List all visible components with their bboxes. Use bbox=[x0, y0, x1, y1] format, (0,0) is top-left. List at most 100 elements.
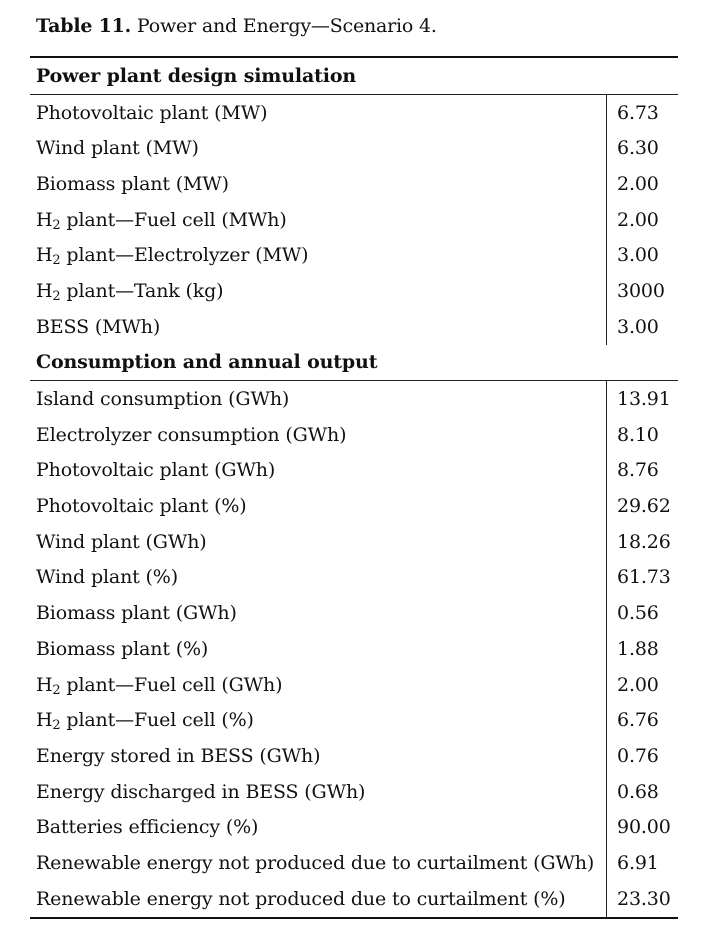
row-label-suffix: plant—Tank (kg) bbox=[60, 279, 224, 302]
row-value: 3000 bbox=[606, 273, 678, 309]
row-label: Energy discharged in BESS (GWh) bbox=[30, 774, 607, 810]
table-row: Renewable energy not produced due to cur… bbox=[30, 880, 678, 919]
row-label: Wind plant (GWh) bbox=[30, 524, 607, 560]
row-label-text: H bbox=[36, 208, 53, 231]
row-label-text: BESS (MWh) bbox=[36, 315, 161, 338]
table-row: Biomass plant (GWh) 0.56 bbox=[30, 595, 678, 631]
row-label-suffix: plant—Fuel cell (MWh) bbox=[60, 208, 287, 231]
row-value: 6.73 bbox=[606, 94, 678, 131]
row-value: 3.00 bbox=[606, 308, 678, 345]
table-row: H2 plant—Fuel cell (MWh) 2.00 bbox=[30, 201, 678, 238]
row-value: 6.91 bbox=[606, 845, 678, 881]
section-heading: Power plant design simulation bbox=[30, 55, 607, 95]
row-label-suffix: plant—Electrolyzer (MW) bbox=[60, 244, 309, 267]
row-label: Biomass plant (GWh) bbox=[30, 595, 607, 631]
table-row: Wind plant (GWh) 18.26 bbox=[30, 523, 678, 560]
row-label-subscript: 2 bbox=[52, 682, 61, 698]
table-row: H2 plant—Fuel cell (GWh) 2.00 bbox=[30, 666, 678, 703]
table-row: Wind plant (MW) 6.30 bbox=[30, 130, 678, 167]
table-row: H2 plant—Electrolyzer (MW) 3.00 bbox=[30, 237, 678, 274]
row-label-text: H bbox=[36, 244, 53, 267]
section-heading-value-cell bbox=[606, 55, 678, 95]
row-label-text: Batteries efficiency (%) bbox=[36, 816, 259, 839]
row-label-text: Energy discharged in BESS (GWh) bbox=[36, 780, 366, 803]
row-value: 23.30 bbox=[606, 880, 678, 919]
section-heading-value-cell bbox=[606, 344, 678, 382]
row-label-text: Biomass plant (MW) bbox=[36, 172, 229, 195]
table-caption-label: Table 11. bbox=[36, 15, 132, 37]
row-value: 6.76 bbox=[606, 702, 678, 739]
row-label-text: Island consumption (GWh) bbox=[36, 388, 290, 411]
section-header-output: Consumption and annual output bbox=[30, 344, 678, 382]
row-value: 2.00 bbox=[606, 166, 678, 202]
table-row: Renewable energy not produced due to cur… bbox=[30, 845, 678, 881]
table-row: Wind plant (%) 61.73 bbox=[30, 559, 678, 596]
table-body: Power plant design simulation Photovoltai… bbox=[30, 55, 678, 919]
table-row: Biomass plant (MW) 2.00 bbox=[30, 166, 678, 202]
row-label-text: Photovoltaic plant (GWh) bbox=[36, 459, 276, 482]
row-label-text: Biomass plant (GWh) bbox=[36, 602, 237, 625]
table-row: Energy discharged in BESS (GWh) 0.68 bbox=[30, 773, 678, 810]
row-value: 29.62 bbox=[606, 488, 678, 524]
row-value: 8.10 bbox=[606, 416, 678, 453]
row-label: Photovoltaic plant (MW) bbox=[30, 94, 607, 130]
row-value: 3.00 bbox=[606, 237, 678, 274]
table-row: Biomass plant (%) 1.88 bbox=[30, 631, 678, 667]
row-label: BESS (MWh) bbox=[30, 309, 607, 345]
row-value: 1.88 bbox=[606, 631, 678, 667]
section-header-design: Power plant design simulation bbox=[30, 55, 678, 95]
row-value: 2.00 bbox=[606, 666, 678, 703]
row-label-subscript: 2 bbox=[52, 217, 61, 233]
row-label-text: Renewable energy not produced due to cur… bbox=[36, 887, 566, 910]
row-label: H2 plant—Electrolyzer (MW) bbox=[30, 237, 607, 273]
row-label-text: Wind plant (%) bbox=[36, 566, 178, 589]
table-row: Photovoltaic plant (%) 29.62 bbox=[30, 488, 678, 524]
table-row: BESS (MWh) 3.00 bbox=[30, 308, 678, 345]
table-row: H2 plant—Tank (kg) 3000 bbox=[30, 273, 678, 309]
row-value: 8.76 bbox=[606, 452, 678, 489]
table-caption: Table 11. Power and Energy—Scenario 4. bbox=[36, 15, 437, 37]
row-label: Energy stored in BESS (GWh) bbox=[30, 738, 607, 774]
row-label-subscript: 2 bbox=[52, 253, 61, 269]
table-row: Batteries efficiency (%) 90.00 bbox=[30, 809, 678, 846]
row-label: Photovoltaic plant (GWh) bbox=[30, 453, 607, 489]
row-label-text: Wind plant (GWh) bbox=[36, 530, 207, 553]
table-row: Photovoltaic plant (GWh) 8.76 bbox=[30, 452, 678, 489]
table-row: Island consumption (GWh) 13.91 bbox=[30, 380, 678, 417]
row-label-text: Photovoltaic plant (MW) bbox=[36, 101, 268, 124]
row-label: Biomass plant (MW) bbox=[30, 166, 607, 202]
row-value: 2.00 bbox=[606, 201, 678, 238]
row-label-text: Renewable energy not produced due to cur… bbox=[36, 851, 595, 874]
row-value: 90.00 bbox=[606, 809, 678, 846]
row-label-text: Electrolyzer consumption (GWh) bbox=[36, 423, 347, 446]
row-label-text: H bbox=[36, 279, 53, 302]
section-heading: Consumption and annual output bbox=[30, 344, 607, 382]
row-label: Wind plant (MW) bbox=[30, 130, 607, 166]
row-label: Biomass plant (%) bbox=[30, 631, 607, 667]
row-label: Renewable energy not produced due to cur… bbox=[30, 880, 607, 919]
row-label-suffix: plant—Fuel cell (%) bbox=[60, 709, 254, 732]
table-row: Photovoltaic plant (MW) 6.73 bbox=[30, 94, 678, 131]
row-label: Island consumption (GWh) bbox=[30, 381, 607, 417]
row-label: Batteries efficiency (%) bbox=[30, 809, 607, 845]
row-label-text: Photovoltaic plant (%) bbox=[36, 495, 247, 518]
row-label: H2 plant—Fuel cell (GWh) bbox=[30, 667, 607, 703]
table-row: Electrolyzer consumption (GWh) 8.10 bbox=[30, 416, 678, 453]
row-label-subscript: 2 bbox=[52, 288, 61, 304]
row-value: 6.30 bbox=[606, 130, 678, 167]
table-row: H2 plant—Fuel cell (%) 6.76 bbox=[30, 702, 678, 739]
row-label: Electrolyzer consumption (GWh) bbox=[30, 417, 607, 453]
row-value: 61.73 bbox=[606, 559, 678, 596]
row-label-suffix: plant—Fuel cell (GWh) bbox=[60, 673, 283, 696]
row-label-text: Biomass plant (%) bbox=[36, 637, 209, 660]
row-label: Photovoltaic plant (%) bbox=[30, 488, 607, 524]
row-label: H2 plant—Fuel cell (%) bbox=[30, 702, 607, 738]
row-label-subscript: 2 bbox=[52, 718, 61, 734]
table-row: Energy stored in BESS (GWh) 0.76 bbox=[30, 738, 678, 774]
row-value: 13.91 bbox=[606, 380, 678, 417]
row-label: Renewable energy not produced due to cur… bbox=[30, 845, 607, 881]
table-caption-text: Power and Energy—Scenario 4. bbox=[131, 15, 437, 37]
row-label: H2 plant—Fuel cell (MWh) bbox=[30, 202, 607, 238]
power-energy-table: Power plant design simulation Photovoltai… bbox=[30, 55, 678, 919]
